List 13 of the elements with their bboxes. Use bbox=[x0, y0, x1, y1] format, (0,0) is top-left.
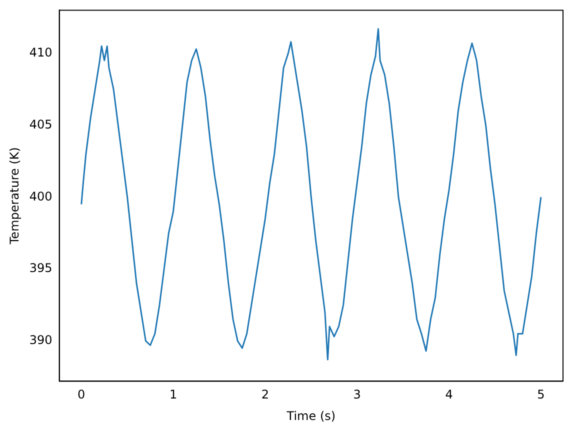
x-axis-title: Time (s) bbox=[286, 408, 336, 423]
y-tick-label: 405 bbox=[29, 117, 52, 132]
y-tick-label: 390 bbox=[29, 333, 52, 348]
x-tick-label: 2 bbox=[261, 388, 270, 402]
x-tick-label: 4 bbox=[445, 388, 453, 402]
x-tick-label: 0 bbox=[78, 388, 86, 402]
x-tick-label: 1 bbox=[169, 388, 178, 402]
y-tick-label: 395 bbox=[29, 261, 52, 276]
x-tick-label: 5 bbox=[537, 388, 545, 402]
x-tick-label: 3 bbox=[353, 388, 361, 402]
y-axis-title: Temperature (K) bbox=[7, 147, 22, 246]
y-tick-label: 400 bbox=[29, 189, 52, 204]
y-tick-label: 410 bbox=[29, 45, 52, 60]
